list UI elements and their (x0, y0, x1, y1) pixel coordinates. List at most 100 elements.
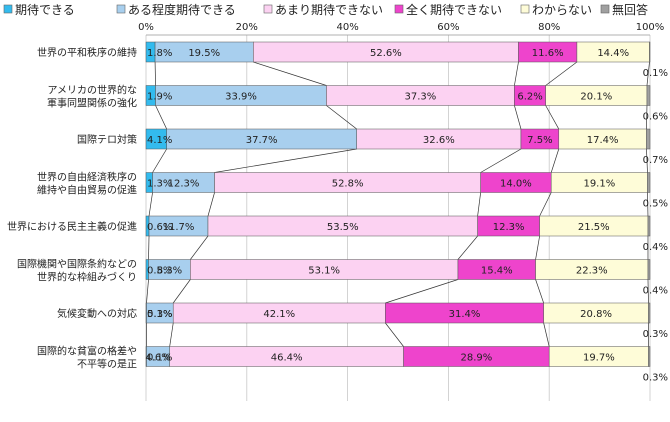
value-label-5-2: 11.7% (163, 222, 195, 233)
value-label-5-1: 0.6% (147, 222, 172, 233)
bar-segment-8-6 (648, 346, 651, 367)
connector-line (385, 322, 404, 347)
connector-line (152, 148, 167, 173)
connector-line (535, 279, 544, 304)
value-label-7-1: 0.1% (147, 309, 172, 320)
value-label-5-6: 0.4% (643, 242, 668, 253)
connector-line (550, 148, 560, 173)
connector-line (545, 61, 578, 86)
value-label-2-4: 6.2% (517, 92, 542, 103)
value-label-8-2: 4.6% (145, 353, 170, 364)
value-label-5-3: 53.5% (327, 222, 359, 233)
value-label-1-3: 52.6% (370, 48, 402, 59)
value-label-7-2: 5.3% (147, 309, 172, 320)
value-label-3-4: 7.5% (527, 135, 552, 146)
connector-line (539, 192, 552, 217)
bar-segment-3-6 (646, 128, 651, 150)
category-label-3: 国際テロ対策 (77, 133, 137, 146)
legend-label-4: 全く期待できない (406, 2, 502, 17)
legend-label-5: わからない (532, 3, 592, 17)
legend-swatch-5 (520, 4, 530, 14)
value-label-3-1: 4.1% (147, 135, 172, 146)
value-label-3-2: 37.7% (246, 135, 278, 146)
value-label-4-5: 19.1% (583, 179, 615, 190)
value-label-6-5: 22.3% (576, 266, 608, 277)
value-label-8-6: 0.3% (643, 373, 668, 384)
value-label-2-1: 1.9% (147, 92, 172, 103)
value-label-4-2: 12.3% (168, 179, 200, 190)
value-label-3-5: 17.4% (587, 135, 619, 146)
connector-line (514, 105, 522, 130)
value-label-8-5: 19.7% (583, 353, 615, 364)
legend-label-3: あまり期待できない (275, 3, 383, 17)
value-label-5-5: 21.5% (578, 222, 610, 233)
value-label-7-5: 20.8% (580, 309, 612, 320)
category-label-line: 軍事同盟関係の強化 (47, 97, 137, 110)
value-label-1-6: 0.1% (643, 68, 668, 79)
connector-line (535, 235, 540, 260)
bar-segment-4-6 (647, 172, 651, 193)
connector-line (148, 192, 153, 217)
x-tick-label-3: 40% (336, 22, 358, 33)
category-label-8: 国際的な貧富の格差や不平等の是正 (37, 345, 137, 371)
connector-line (146, 279, 149, 304)
value-label-6-4: 15.4% (481, 266, 513, 277)
connector-line (543, 322, 550, 347)
connector-line (214, 148, 357, 173)
category-label-6: 国際機関や国際条約などの世界的な枠組みづくり (17, 258, 137, 284)
legend-label-6: 無回答 (612, 2, 648, 17)
connector-line (172, 279, 191, 304)
connector-line (545, 105, 560, 130)
value-label-6-2: 8.3% (157, 266, 182, 277)
bar-segment-5-6 (647, 215, 651, 237)
legend-swatch-2 (116, 4, 126, 14)
connector-line (155, 105, 167, 130)
value-label-7-6: 0.3% (643, 329, 668, 340)
connector-line (385, 279, 459, 304)
value-label-2-2: 33.9% (225, 92, 257, 103)
connector-line (326, 105, 357, 130)
category-label-line: 国際テロ対策 (77, 133, 137, 146)
category-label-line: 国際的な貧富の格差や (37, 345, 137, 358)
value-label-8-4: 28.9% (460, 353, 492, 364)
connector-line (148, 235, 150, 260)
category-label-line: アメリカの世界的な (48, 84, 138, 97)
category-label-line: 世界の自由経済秩序の (37, 171, 137, 184)
connector-line (647, 279, 649, 304)
value-label-6-3: 53.1% (308, 266, 340, 277)
category-label-4: 世界の自由経済秩序の維持や自由貿易の促進 (37, 171, 137, 197)
x-tick-label-6: 100% (636, 22, 665, 33)
legend-swatch-6 (600, 4, 610, 14)
value-label-2-6: 0.6% (643, 112, 668, 123)
category-label-7: 気候変動への対応 (57, 307, 137, 320)
value-label-5-4: 12.3% (493, 222, 525, 233)
connector-line (253, 61, 327, 86)
value-label-2-5: 20.1% (580, 92, 612, 103)
connector-line (457, 235, 478, 260)
legend-swatch-1 (3, 4, 13, 14)
category-label-line: 世界の平和秩序の維持 (37, 46, 137, 59)
x-tick-label-4: 60% (437, 22, 459, 33)
value-label-1-2: 19.5% (188, 48, 220, 59)
category-label-line: 不平等の是正 (77, 358, 137, 371)
bar-segment-2-6 (646, 85, 651, 106)
bar-segment-1-6 (649, 41, 651, 63)
connector-line (190, 235, 209, 260)
connector-line (169, 322, 174, 347)
category-label-2: アメリカの世界的な軍事同盟関係の強化 (47, 84, 137, 110)
value-label-3-6: 0.7% (643, 155, 668, 166)
x-tick-label-5: 80% (538, 22, 560, 33)
value-label-7-3: 42.1% (263, 309, 295, 320)
bar-segment-6-6 (647, 259, 651, 280)
value-label-1-4: 11.6% (532, 48, 564, 59)
legend-swatch-4 (394, 4, 404, 14)
bar-segment-7-6 (648, 302, 651, 324)
connector-line (480, 148, 522, 173)
value-label-1-5: 14.4% (597, 48, 629, 59)
legend-label-2: ある程度期待できる (128, 2, 236, 17)
connector-line (477, 192, 482, 217)
x-tick-label-1: 0% (138, 22, 154, 33)
category-label-line: 維持や自由貿易の促進 (37, 184, 137, 197)
category-label-5: 世界における民主主義の促進 (7, 220, 137, 233)
